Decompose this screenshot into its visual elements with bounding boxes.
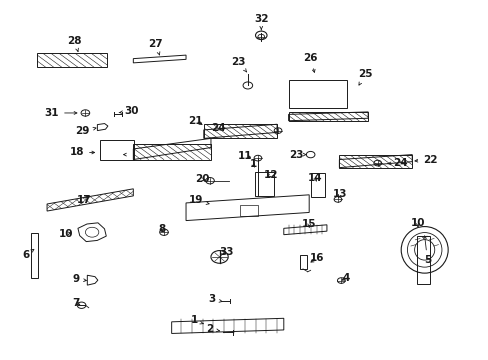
Text: 9: 9 — [72, 274, 86, 284]
Text: 31: 31 — [44, 108, 77, 118]
Text: 32: 32 — [253, 14, 268, 30]
Text: 28: 28 — [67, 36, 81, 51]
Bar — [100, 140, 134, 159]
Bar — [133, 144, 210, 159]
Text: 15: 15 — [301, 219, 316, 229]
Text: 1: 1 — [249, 159, 256, 169]
Text: 27: 27 — [148, 39, 163, 55]
Text: 29: 29 — [75, 126, 96, 136]
Text: 3: 3 — [208, 294, 222, 304]
Text: 24: 24 — [386, 158, 407, 168]
Text: 11: 11 — [238, 151, 252, 161]
Text: 18: 18 — [69, 148, 95, 157]
Text: 14: 14 — [307, 173, 322, 183]
Text: 25: 25 — [357, 69, 372, 85]
Text: 30: 30 — [119, 106, 139, 116]
Text: 6: 6 — [23, 249, 34, 260]
Text: 7: 7 — [72, 298, 80, 308]
Text: 20: 20 — [195, 174, 209, 184]
Bar — [239, 206, 257, 216]
Text: 24: 24 — [210, 123, 225, 133]
Text: 4: 4 — [342, 273, 349, 283]
Bar — [255, 172, 274, 196]
Bar — [38, 53, 107, 67]
Bar — [203, 124, 277, 138]
Text: 16: 16 — [309, 253, 324, 263]
Bar — [288, 112, 367, 121]
Text: 33: 33 — [219, 247, 233, 257]
Text: 10: 10 — [59, 229, 73, 239]
Text: 26: 26 — [303, 53, 317, 72]
Text: 12: 12 — [263, 170, 278, 180]
Text: 1: 1 — [190, 315, 203, 325]
Bar — [339, 154, 411, 168]
Text: 23: 23 — [288, 150, 305, 159]
Text: 10: 10 — [410, 218, 425, 228]
Bar — [288, 80, 346, 108]
Text: 21: 21 — [188, 116, 203, 126]
Text: 22: 22 — [414, 154, 437, 165]
Text: 8: 8 — [158, 224, 165, 234]
Bar — [310, 173, 325, 197]
Text: 5: 5 — [423, 236, 430, 265]
Text: 19: 19 — [188, 195, 209, 206]
Text: 23: 23 — [231, 57, 246, 72]
Text: 17: 17 — [77, 195, 91, 206]
Bar — [416, 237, 429, 284]
Text: 2: 2 — [206, 324, 219, 334]
Bar — [31, 233, 38, 278]
Text: 13: 13 — [332, 189, 347, 199]
